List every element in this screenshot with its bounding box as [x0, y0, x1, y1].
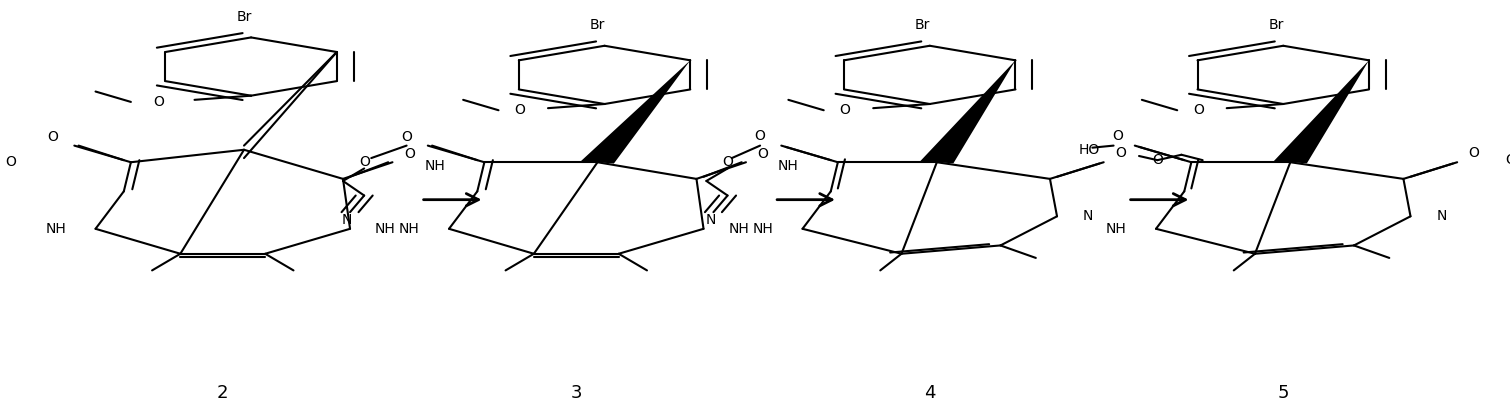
Polygon shape — [1274, 60, 1370, 163]
Text: Br: Br — [915, 18, 930, 32]
Text: 3: 3 — [571, 384, 581, 402]
Text: O: O — [722, 155, 732, 169]
Text: NH: NH — [728, 222, 749, 236]
Text: O: O — [48, 130, 59, 144]
Text: NH: NH — [424, 159, 445, 173]
Text: O: O — [1113, 129, 1123, 144]
Text: O: O — [405, 147, 415, 161]
Text: 5: 5 — [1277, 384, 1290, 402]
Text: Br: Br — [1268, 18, 1283, 32]
Text: O: O — [758, 147, 769, 161]
Text: NH: NH — [778, 159, 799, 173]
Text: O: O — [1505, 153, 1510, 167]
Text: O: O — [515, 103, 525, 117]
Text: O: O — [755, 129, 766, 144]
Text: Br: Br — [590, 18, 606, 32]
Text: NH: NH — [374, 222, 396, 236]
Text: 4: 4 — [924, 384, 936, 402]
Text: O: O — [5, 155, 17, 169]
Text: HO: HO — [1080, 143, 1101, 157]
Text: O: O — [154, 95, 165, 109]
Text: 2: 2 — [217, 384, 228, 402]
Text: NH: NH — [752, 222, 773, 236]
Text: N: N — [1436, 209, 1447, 223]
Text: NH: NH — [45, 222, 66, 236]
Polygon shape — [920, 60, 1016, 163]
Text: O: O — [1152, 153, 1163, 167]
Text: O: O — [840, 103, 850, 117]
Text: O: O — [1116, 146, 1126, 160]
Text: N: N — [1083, 209, 1093, 223]
Text: NH: NH — [399, 222, 420, 236]
Text: N: N — [343, 213, 352, 228]
Text: NH: NH — [1105, 222, 1126, 236]
Text: O: O — [359, 155, 370, 169]
Polygon shape — [581, 60, 690, 163]
Text: O: O — [402, 130, 412, 144]
Text: O: O — [1469, 146, 1480, 160]
Text: N: N — [705, 213, 716, 228]
Text: O: O — [1193, 103, 1203, 117]
Text: Br: Br — [236, 10, 252, 24]
